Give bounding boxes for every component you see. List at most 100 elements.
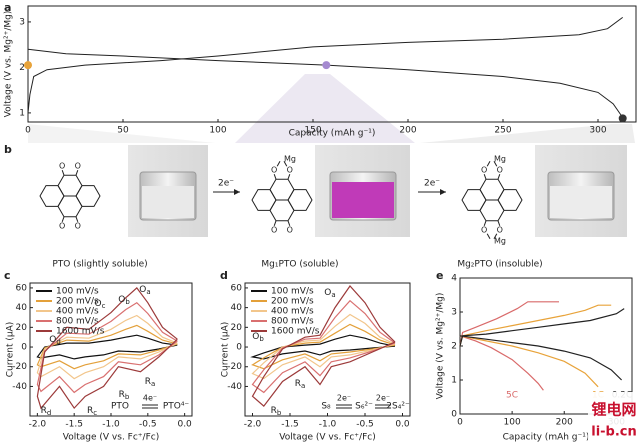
bond (61, 216, 65, 222)
chart-c: c -2.0 -1.5 -1.0 -0.5 0.0 -40 -20 0 20 40 60 Voltage… (4, 269, 193, 443)
line-series (459, 304, 612, 388)
y-tick-label: 2 (451, 342, 457, 352)
x-tick-label: -2.0 (29, 420, 47, 430)
panel-letter: a (4, 1, 11, 14)
atom-label: O (497, 166, 503, 175)
annotation: Ob (252, 332, 264, 344)
panel-letter: e (436, 269, 443, 282)
bond (273, 220, 277, 226)
panel-letter: b (4, 143, 12, 156)
line-series (250, 334, 396, 360)
y-axis-label: Current (μA) (221, 322, 231, 378)
line-series (251, 285, 396, 407)
y-tick-label: 1 (19, 108, 25, 118)
y-tick-label: -20 (12, 362, 27, 372)
annotation: Ra (295, 379, 306, 391)
line-series (251, 323, 396, 370)
ring (251, 189, 277, 211)
annotation-sub: b (125, 393, 130, 401)
annotation-sub: b (125, 298, 130, 306)
reaction-species: S₈ (321, 402, 331, 412)
bond (75, 170, 79, 176)
x-tick-label: 100 (209, 126, 226, 136)
y-axis-label: Current (μA) (6, 322, 16, 378)
annotation-sub: a (301, 382, 305, 390)
annotation-sub: c (93, 409, 97, 417)
annotation-text: R (295, 379, 301, 389)
legend-label: 200 mV/s (271, 297, 314, 307)
annotation-sub: b (259, 335, 264, 343)
x-tick-label: 0.0 (395, 420, 410, 430)
annotation-sub: b (277, 409, 282, 417)
bond (486, 233, 491, 240)
x-tick-label: -1.0 (102, 420, 120, 430)
marker (24, 61, 32, 70)
x-axis-label: Voltage (V vs. Fc⁺/Fc) (63, 433, 159, 443)
annotation-sub: d (56, 338, 60, 346)
y-tick-label: 60 (16, 283, 28, 293)
ring (287, 189, 313, 211)
x-tick-label: 300 (589, 126, 606, 136)
bond (276, 160, 281, 167)
panel-letter: d (220, 269, 228, 282)
annotation: Oa (139, 285, 150, 297)
atom-label: O (75, 221, 81, 230)
annotation-text: R (271, 406, 277, 416)
chart-a: a 0 50 100 150 200 250 300 1 2 3 Capacity (mAh g⁻¹)… (4, 1, 637, 139)
line-series (27, 48, 624, 118)
y-tick-label: 40 (16, 303, 28, 313)
atom-label: O (481, 225, 487, 234)
atom-label: Mg (494, 155, 506, 164)
annotation-text: O (324, 288, 331, 298)
line-series (36, 301, 178, 394)
panel-letter: c (4, 269, 11, 282)
projection (420, 124, 635, 143)
annotation-text: O (252, 332, 259, 342)
y-tick-label: 20 (16, 323, 28, 333)
solution (332, 182, 394, 218)
annotation-text: O (49, 335, 56, 345)
x-axis-label: Capacity (mAh g⁻¹) (503, 433, 590, 443)
y-tick-label: 4 (451, 274, 457, 284)
compound-label: Mg₂PTO (insoluble) (457, 260, 542, 270)
x-tick-label: 0 (25, 126, 31, 136)
ring (461, 189, 487, 211)
legend-label: 400 mV/s (56, 307, 99, 317)
y-tick-label: 0 (236, 343, 242, 353)
reaction-electrons: 2e⁻ (337, 394, 351, 403)
legend-label: 1600 mV/s (271, 327, 320, 337)
atom-label: Mg (284, 155, 296, 164)
y-tick-label: 2 (19, 63, 25, 73)
annotation-text: R (119, 390, 125, 400)
y-tick-label: 3 (19, 17, 25, 27)
annotation: Od (49, 335, 61, 347)
annotation: Oc (95, 299, 106, 311)
x-tick-label: -1.5 (281, 420, 299, 430)
y-tick-label: 60 (231, 283, 243, 293)
x-tick-label: 250 (494, 126, 511, 136)
annotation-text: O (139, 285, 146, 295)
annotation-sub: a (331, 291, 335, 299)
ring (39, 185, 65, 207)
line-series (36, 314, 178, 380)
y-tick-label: -40 (12, 382, 27, 392)
y-tick-label: 20 (231, 323, 243, 333)
series-label: 5C (506, 391, 518, 401)
atom-label: O (481, 166, 487, 175)
atom-label: O (75, 162, 81, 171)
projection (235, 74, 415, 143)
line-series (251, 313, 396, 380)
annotation-text: R (145, 377, 151, 387)
marker (322, 61, 331, 70)
atom-label: Mg (494, 236, 506, 245)
ring (57, 195, 83, 218)
legend-label: 400 mV/s (271, 307, 314, 317)
ring (269, 178, 295, 201)
annotation-sub: d (47, 409, 51, 417)
projection (28, 124, 215, 143)
annotation-text: R (87, 406, 93, 416)
y-axis-label: Voltage (V vs. Mg²⁺/Mg) (4, 11, 14, 118)
atom-label: O (59, 221, 65, 230)
electron-label: 2e⁻ (218, 179, 234, 189)
